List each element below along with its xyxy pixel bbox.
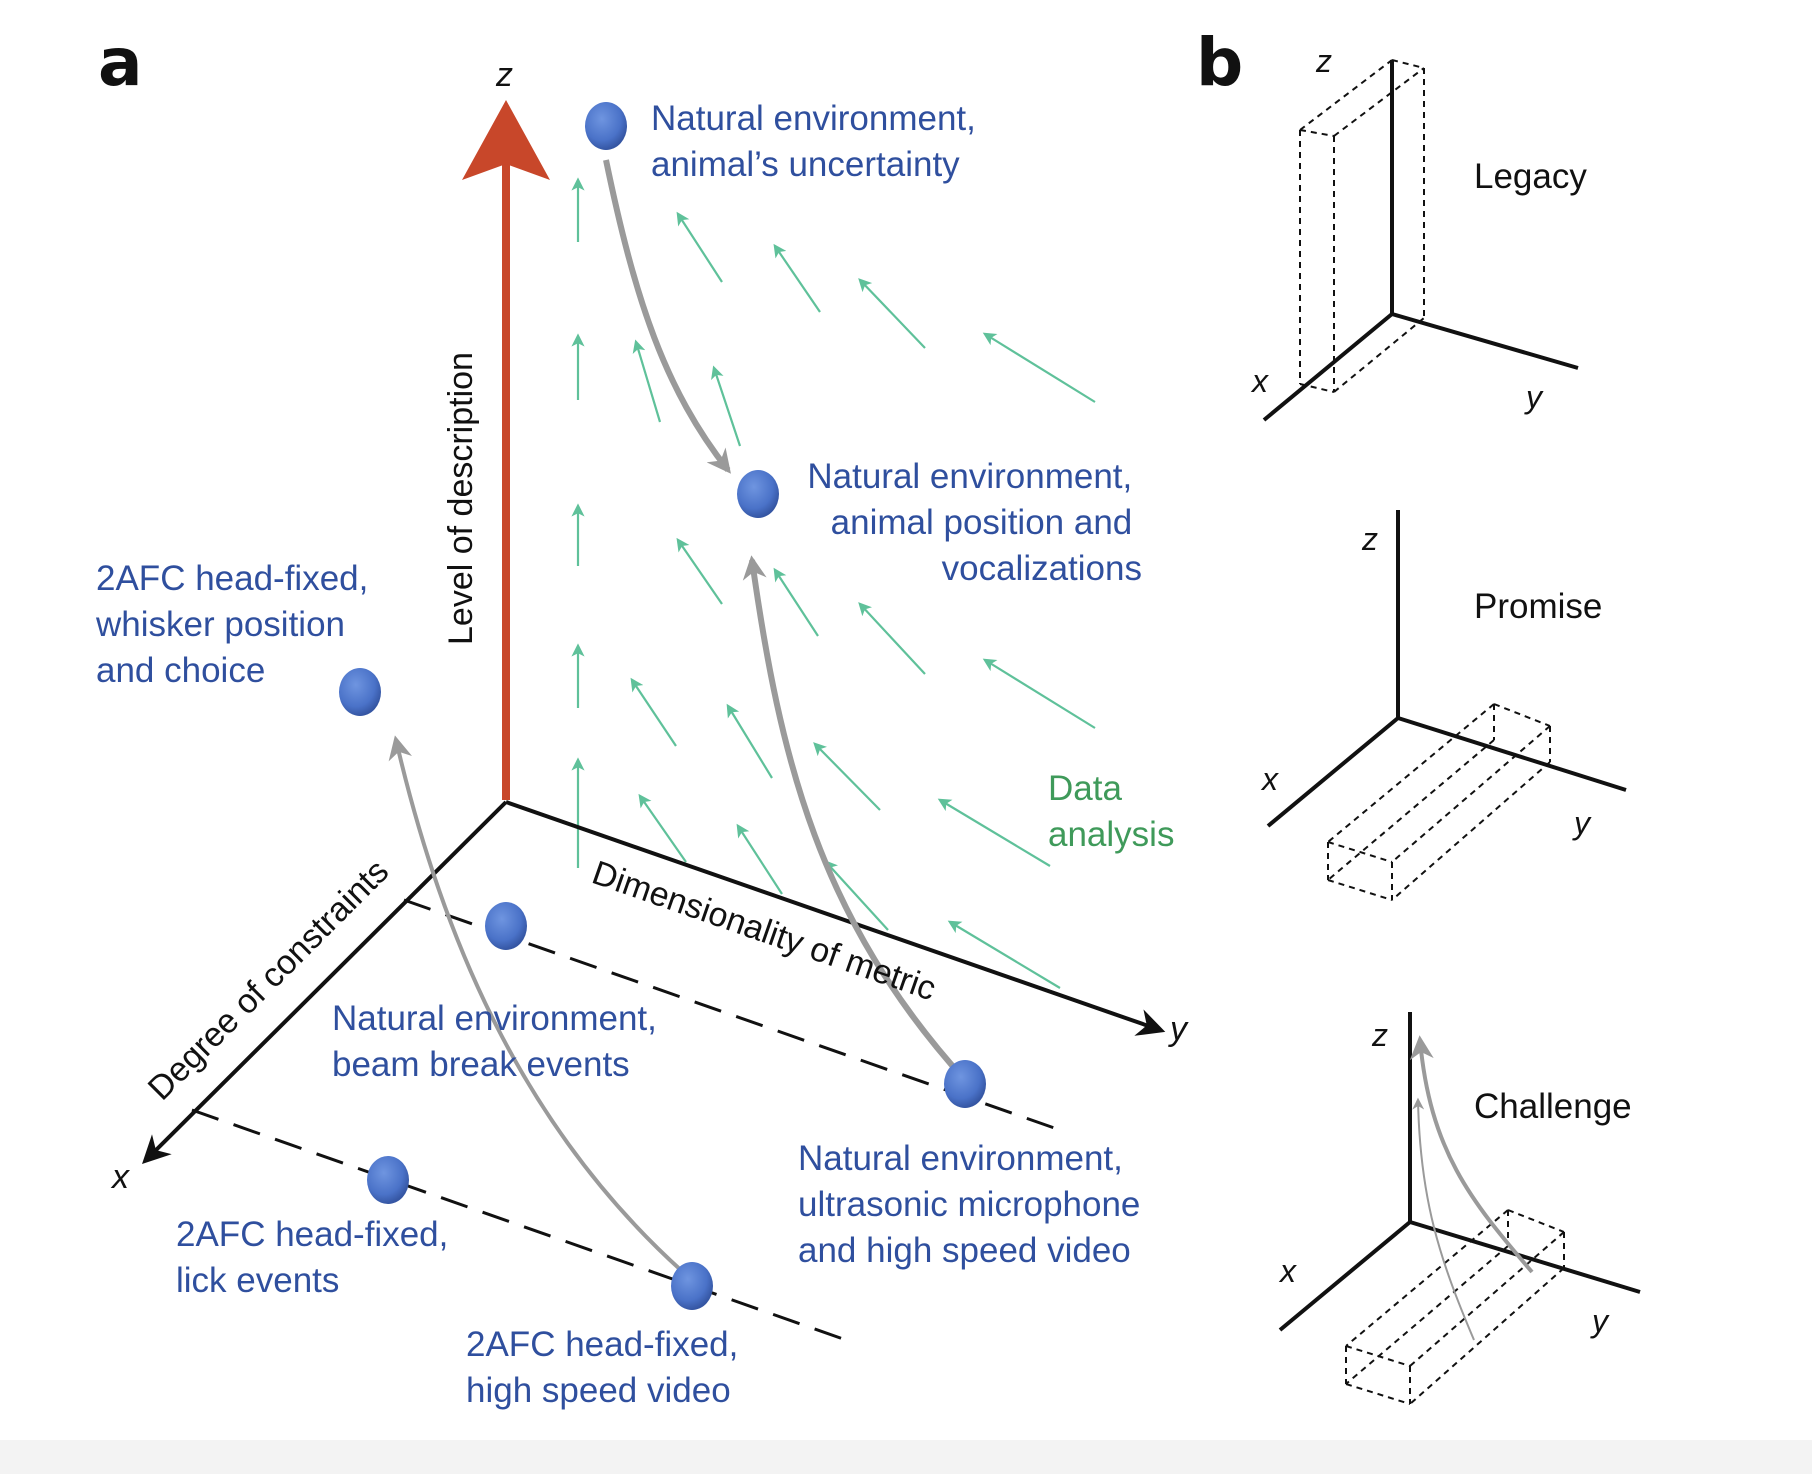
legacy-title: Legacy: [1474, 157, 1587, 196]
panel-b-label: b: [1196, 24, 1243, 101]
flow-arrow: [813, 742, 881, 811]
promise-title: Promise: [1474, 587, 1602, 626]
x-axis-arrow: [142, 800, 508, 1164]
promise-x-axis: [1266, 716, 1400, 828]
flow-arrow: [824, 860, 889, 931]
panel-b: b z x y Legacy: [1196, 24, 1641, 1405]
challenge-trajectory: [1412, 1097, 1475, 1341]
trajectory-path: [742, 555, 968, 1083]
node-afc-video: [671, 1262, 713, 1310]
label-afc-lick: 2AFC head-fixed, lick events: [176, 1215, 458, 1300]
x-axis-label: x: [110, 1158, 130, 1196]
data-analysis-flow-arrows: [571, 177, 1096, 989]
trajectory-path: [388, 735, 694, 1282]
promise-z-label: z: [1361, 521, 1378, 557]
node-afc-whisker: [339, 668, 381, 716]
flow-arrow: [676, 211, 723, 283]
label-nat-position: Natural environment, animal position and…: [807, 457, 1142, 588]
legacy-z-label: z: [1315, 43, 1332, 79]
challenge-trajectory: [1409, 1035, 1534, 1274]
label-nat-ultrasonic: Natural environment, ultrasonic micropho…: [798, 1139, 1150, 1270]
flow-arrow: [982, 332, 1096, 403]
flow-arrow: [858, 278, 926, 349]
flow-arrow: [858, 602, 926, 675]
panel-a-label: a: [98, 24, 143, 101]
flow-arrow: [638, 793, 687, 863]
challenge-x-axis: [1278, 1220, 1412, 1332]
flow-arrow: [630, 677, 677, 747]
flow-arrow: [937, 798, 1051, 867]
legacy-x-label: x: [1250, 363, 1269, 399]
promise-dashed-box: [1327, 703, 1551, 901]
y-axis-label: y: [1168, 1010, 1189, 1048]
challenge-z-label: z: [1371, 1017, 1388, 1053]
flow-arrow: [947, 920, 1061, 989]
node-nat-uncertainty: [585, 102, 627, 150]
y-axis-title: Dimensionality of metric: [587, 854, 940, 1009]
y-axis-arrow: [505, 800, 1166, 1036]
flow-arrow: [736, 823, 783, 895]
legacy-y-axis: [1391, 312, 1579, 370]
flow-arrow: [632, 339, 662, 423]
challenge-y-label: y: [1590, 1303, 1610, 1339]
legacy-dashed-box: [1299, 59, 1425, 393]
z-axis-arrowhead: [462, 100, 550, 180]
label-afc-whisker: 2AFC head-fixed, whisker position and ch…: [95, 559, 378, 690]
promise-y-axis: [1397, 716, 1627, 792]
bottom-strip: [0, 1440, 1812, 1474]
challenge-diagram: z x y Challenge: [1278, 1012, 1641, 1405]
label-nat-uncertainty: Natural environment, animal’s uncertaint…: [651, 99, 986, 184]
promise-y-label: y: [1572, 805, 1592, 841]
panel-a: a: [95, 24, 1189, 1410]
challenge-title: Challenge: [1474, 1087, 1632, 1126]
challenge-dashed-box: [1345, 1209, 1565, 1405]
promise-diagram: z x y Promise: [1260, 510, 1627, 901]
trajectory-path: [603, 159, 731, 474]
state-nodes: [339, 102, 986, 1310]
z-axis-title: Level of description: [442, 352, 480, 645]
node-nat-position: [737, 470, 779, 518]
flow-arrow: [676, 537, 723, 605]
dashed-guide-line: [191, 1108, 847, 1342]
data-analysis-label: Data analysis: [1048, 769, 1174, 854]
flow-arrow: [773, 243, 821, 313]
challenge-y-axis: [1409, 1220, 1641, 1294]
legacy-y-label: y: [1524, 379, 1544, 415]
legacy-diagram: z x y Legacy: [1250, 43, 1587, 422]
flow-arrow: [711, 365, 742, 447]
node-nat-beam: [485, 902, 527, 950]
legacy-x-axis: [1262, 312, 1394, 422]
z-axis-label: z: [495, 56, 513, 94]
label-nat-beam: Natural environment, beam break events: [332, 999, 667, 1084]
label-afc-video: 2AFC head-fixed, high speed video: [466, 1325, 748, 1410]
flow-arrow: [773, 567, 819, 637]
flow-arrow: [982, 658, 1096, 729]
promise-x-label: x: [1260, 761, 1279, 797]
node-afc-lick: [367, 1156, 409, 1204]
challenge-x-label: x: [1278, 1253, 1297, 1289]
node-nat-ultrasonic: [944, 1060, 986, 1108]
flow-arrow: [726, 703, 773, 779]
